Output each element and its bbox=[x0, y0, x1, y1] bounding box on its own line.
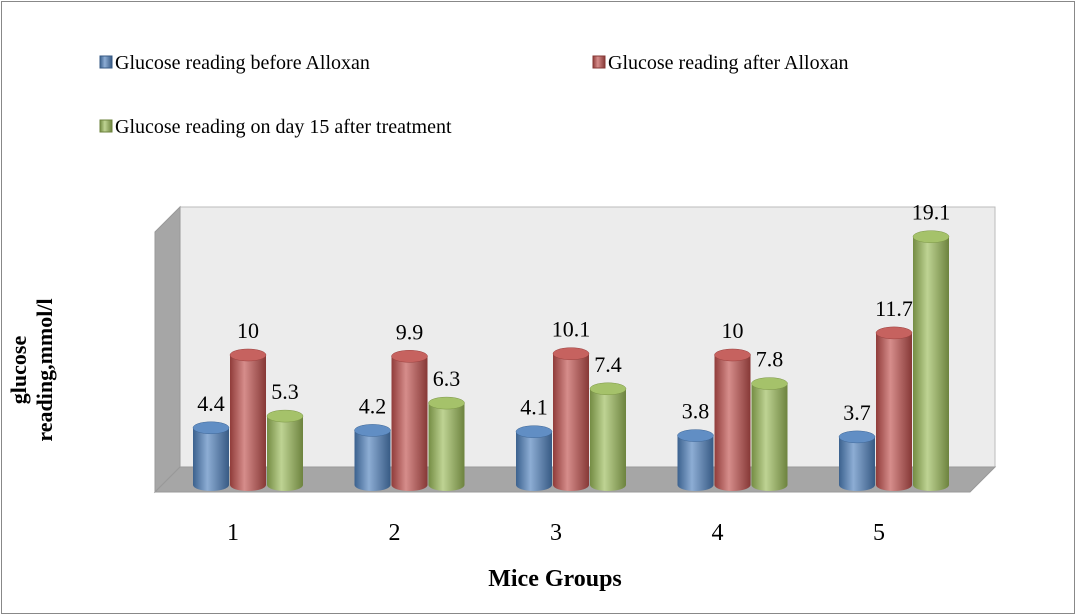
bar-top bbox=[229, 348, 267, 362]
bar-body bbox=[193, 427, 229, 485]
bar-top bbox=[677, 429, 714, 442]
bar bbox=[428, 396, 465, 491]
bar-top bbox=[589, 382, 627, 396]
data-label: 4.1 bbox=[520, 395, 548, 420]
data-label: 4.4 bbox=[197, 391, 225, 416]
bar-body bbox=[876, 332, 912, 485]
bar-body bbox=[354, 430, 391, 485]
bar-body bbox=[267, 416, 303, 485]
bar-top bbox=[192, 421, 230, 435]
bar bbox=[515, 425, 553, 491]
bar-top bbox=[912, 230, 950, 243]
legend-swatch bbox=[99, 119, 113, 133]
legend-label: Glucose reading before Alloxan bbox=[115, 52, 370, 74]
data-label: 9.9 bbox=[396, 319, 424, 344]
bar bbox=[589, 382, 627, 491]
bar bbox=[838, 430, 876, 491]
bar-top bbox=[552, 347, 590, 360]
bar bbox=[912, 230, 950, 491]
y-axis-title: glucose reading,mmol/l bbox=[6, 298, 57, 442]
x-axis-title: Mice Groups bbox=[488, 566, 622, 592]
bar bbox=[192, 421, 230, 491]
bar-top bbox=[875, 326, 913, 340]
bar bbox=[229, 348, 267, 491]
bar-body bbox=[516, 431, 552, 485]
bar-top bbox=[354, 424, 391, 437]
bar-top bbox=[515, 425, 553, 438]
legend-label: Glucose reading after Alloxan bbox=[608, 52, 848, 74]
bar-body bbox=[553, 353, 589, 485]
bar bbox=[751, 377, 788, 491]
legend-label: Glucose reading on day 15 after treatmen… bbox=[115, 116, 452, 138]
data-label: 10.1 bbox=[552, 317, 591, 342]
bar-body bbox=[428, 403, 465, 485]
data-label: 6.3 bbox=[433, 366, 461, 391]
bar-body bbox=[913, 236, 949, 485]
bar bbox=[677, 429, 714, 491]
bar bbox=[354, 424, 391, 491]
bar-body bbox=[751, 383, 788, 485]
x-tick-label: 4 bbox=[712, 520, 724, 546]
bar-body bbox=[391, 356, 428, 485]
legend-swatch bbox=[592, 55, 606, 69]
bar-body bbox=[677, 435, 714, 485]
data-label: 4.2 bbox=[359, 393, 387, 418]
legend-swatch bbox=[99, 55, 113, 69]
data-label: 10 bbox=[237, 318, 259, 343]
data-label: 3.8 bbox=[682, 399, 710, 424]
data-label: 7.4 bbox=[594, 352, 622, 377]
bar-body bbox=[714, 355, 751, 485]
data-label: 11.7 bbox=[875, 296, 913, 321]
bar-top bbox=[751, 377, 788, 390]
bar-top bbox=[391, 350, 428, 363]
x-tick-label: 1 bbox=[227, 520, 239, 546]
bar bbox=[714, 348, 751, 491]
x-tick-label: 2 bbox=[389, 520, 401, 546]
bar bbox=[266, 409, 304, 491]
bar-top bbox=[838, 430, 876, 444]
bar-top bbox=[266, 409, 304, 423]
bar bbox=[875, 326, 913, 491]
x-tick-label: 3 bbox=[550, 520, 562, 546]
side-wall bbox=[154, 205, 181, 494]
data-label: 3.7 bbox=[843, 400, 871, 425]
bar bbox=[391, 350, 428, 491]
data-label: 19.1 bbox=[912, 200, 951, 225]
bar-body bbox=[590, 388, 626, 485]
x-tick-label: 5 bbox=[873, 520, 885, 546]
data-label: 7.8 bbox=[756, 347, 784, 372]
data-label: 10 bbox=[722, 318, 744, 343]
bar bbox=[552, 347, 590, 491]
bar-top bbox=[714, 348, 751, 362]
data-label: 5.3 bbox=[271, 379, 299, 404]
bar-body bbox=[839, 436, 875, 485]
bar-body bbox=[230, 355, 266, 485]
bar-top bbox=[428, 396, 465, 410]
